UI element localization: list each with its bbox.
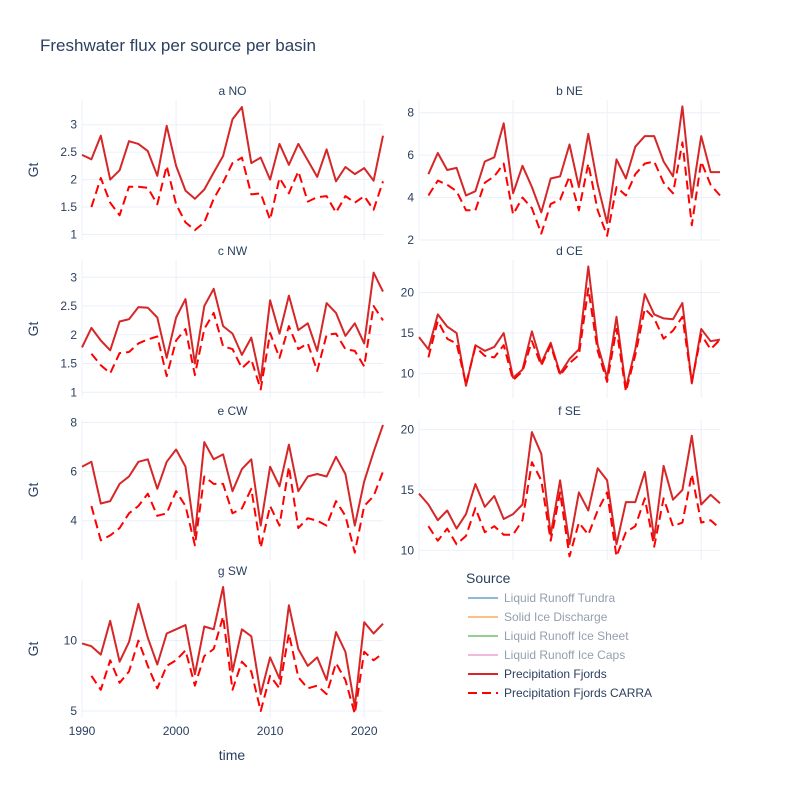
y-tick-label: 3 — [70, 118, 77, 132]
subplot-title: g SW — [218, 564, 248, 578]
y-tick-label: 15 — [401, 326, 415, 340]
subplot-g-sw: g SW 5 10 Gt 1990 2000 2010 2020 — [25, 564, 384, 738]
y-tick-label: 10 — [401, 543, 415, 557]
legend-item-solid-ice-discharge[interactable]: Solid Ice Discharge — [468, 610, 608, 624]
legend-item-liquid-runoff-tundra[interactable]: Liquid Runoff Tundra — [468, 591, 616, 605]
legend-label: Liquid Runoff Ice Caps — [504, 648, 625, 662]
series-line-precipitation-fjords-carra — [427, 141, 721, 237]
y-tick-label: 10 — [401, 367, 415, 381]
subplot-e-cw: e CW 4 6 8 Gt — [25, 404, 384, 560]
legend-title: Source — [466, 570, 511, 586]
subplot-title: b NE — [556, 84, 583, 98]
y-tick-label: 1.5 — [60, 357, 77, 371]
x-axis-label: time — [219, 747, 246, 763]
y-tick-label: 3 — [70, 270, 77, 284]
subplot-a-no: a NO 1 1.5 2 2.5 3 Gt — [25, 84, 384, 242]
y-tick-label: 6 — [70, 465, 77, 479]
y-tick-label: 5 — [70, 704, 77, 718]
chart-title: Freshwater flux per source per basin — [40, 36, 316, 55]
series-line-precipitation-fjords — [418, 265, 721, 390]
y-axis-label: Gt — [25, 163, 41, 178]
subplot-title: f SE — [558, 404, 581, 418]
subplot-d-ce: d CE 10 15 20 — [401, 244, 721, 398]
y-tick-label: 2 — [70, 328, 77, 342]
y-tick-label: 2.5 — [60, 299, 77, 313]
series-line-precipitation-fjords — [81, 106, 384, 200]
y-tick-label: 4 — [407, 191, 414, 205]
legend-items: Liquid Runoff Tundra Solid Ice Discharge L… — [468, 591, 652, 700]
y-tick-label: 2 — [407, 233, 414, 247]
subplot-c-nw: c NW 1 1.5 2 2.5 3 Gt — [25, 244, 384, 399]
y-tick-label: 6 — [407, 148, 414, 162]
series-line-precipitation-fjords-carra — [90, 615, 384, 715]
series-line-precipitation-fjords — [81, 271, 384, 382]
series-line-precipitation-fjords-carra — [90, 465, 384, 554]
x-tick-label: 2010 — [257, 724, 284, 738]
y-tick-label: 2.5 — [60, 145, 77, 159]
y-tick-label: 4 — [70, 514, 77, 528]
subplots: a NO 1 1.5 2 2.5 3 Gt b NE 2 4 6 8 c NW 1 1.5 2 2.5 3 Gt d … — [25, 84, 721, 738]
y-axis-label: Gt — [25, 322, 41, 337]
subplot-b-ne: b NE 2 4 6 8 — [407, 84, 721, 247]
y-tick-label: 10 — [64, 634, 78, 648]
subplot-title: a NO — [218, 84, 246, 98]
legend-label: Precipitation Fjords — [504, 667, 607, 681]
y-tick-label: 2 — [70, 173, 77, 187]
y-tick-label: 1 — [70, 385, 77, 399]
legend-label: Solid Ice Discharge — [504, 610, 608, 624]
y-tick-label: 8 — [70, 415, 77, 429]
y-axis-label: Gt — [25, 642, 41, 657]
legend: Source Liquid Runoff Tundra Solid Ice Dis… — [466, 570, 652, 700]
x-tick-label: 2000 — [163, 724, 190, 738]
x-tick-label: 1990 — [69, 724, 96, 738]
legend-label: Liquid Runoff Tundra — [504, 591, 616, 605]
legend-item-precipitation-fjords[interactable]: Precipitation Fjords — [468, 667, 607, 681]
series-line-precipitation-fjords — [81, 424, 384, 537]
legend-item-precipitation-fjords-carra[interactable]: Precipitation Fjords CARRA — [468, 686, 652, 700]
y-tick-label: 20 — [401, 285, 415, 299]
legend-label: Precipitation Fjords CARRA — [504, 686, 652, 700]
legend-item-liquid-runoff-ice-sheet[interactable]: Liquid Runoff Ice Sheet — [468, 629, 629, 643]
subplot-f-se: f SE 10 15 20 — [401, 404, 721, 560]
subplot-title: d CE — [556, 244, 583, 258]
subplot-title: e CW — [218, 404, 249, 418]
y-axis-label: Gt — [25, 483, 41, 498]
y-tick-label: 15 — [401, 483, 415, 497]
legend-item-liquid-runoff-ice-caps[interactable]: Liquid Runoff Ice Caps — [468, 648, 625, 662]
y-tick-label: 1.5 — [60, 200, 77, 214]
series-line-precipitation-fjords-carra — [427, 287, 721, 393]
subplot-title: c NW — [218, 244, 248, 258]
series-line-precipitation-fjords-carra — [427, 461, 721, 558]
series-line-precipitation-fjords — [81, 586, 384, 708]
series-line-precipitation-fjords — [427, 105, 720, 224]
legend-label: Liquid Runoff Ice Sheet — [504, 629, 629, 643]
series-line-precipitation-fjords — [418, 431, 721, 546]
y-tick-label: 8 — [407, 106, 414, 120]
series-line-precipitation-fjords-carra — [90, 305, 384, 391]
y-tick-label: 20 — [401, 423, 415, 437]
series-line-precipitation-fjords-carra — [90, 156, 384, 232]
x-tick-label: 2020 — [351, 724, 378, 738]
y-tick-label: 1 — [70, 228, 77, 242]
